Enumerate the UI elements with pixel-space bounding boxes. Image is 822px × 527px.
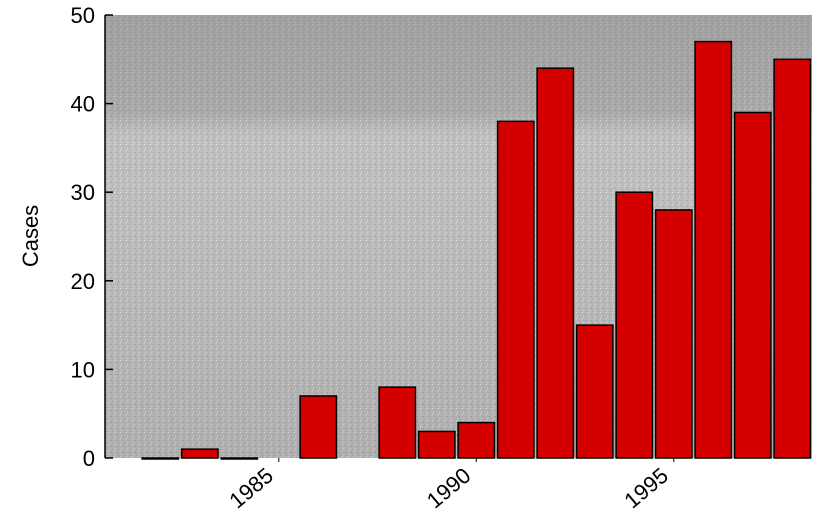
x-tick-label: 1995 [619,463,673,514]
y-tick-label: 30 [71,180,95,205]
bar [457,421,496,459]
bar [417,430,456,459]
bar [180,448,219,459]
bar [299,395,338,459]
y-tick-label: 40 [71,92,95,117]
y-tick-label: 20 [71,269,95,294]
bar [536,67,575,459]
y-axis-label: Cases [18,205,43,267]
y-tick-label: 0 [83,446,95,471]
bar [220,457,259,460]
y-tick-label: 50 [71,3,95,28]
x-tick-label: 1990 [422,463,476,514]
bar [496,120,535,459]
bar [141,457,180,460]
bar [694,40,733,459]
plot-shade [105,15,812,458]
bar [615,191,654,459]
bar [654,209,693,459]
bar [378,386,417,459]
bar [773,58,812,459]
x-tick-label: 1985 [224,463,278,514]
y-tick-label: 10 [71,357,95,382]
bar [575,324,614,459]
bar [733,111,772,459]
